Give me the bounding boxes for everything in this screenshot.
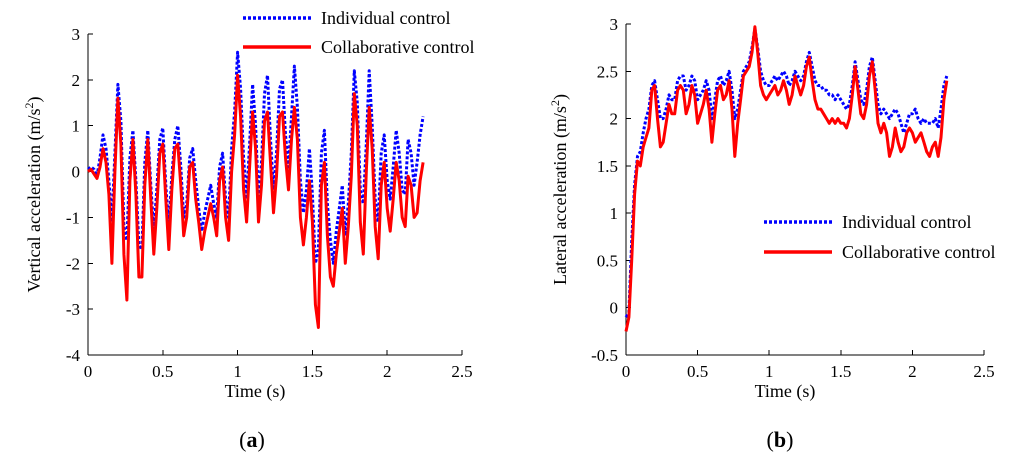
x-tick-label: 2 (383, 362, 392, 381)
y-tick-label: -1 (66, 208, 80, 227)
panel-label: (b) (767, 427, 794, 452)
series-individual-control-line (624, 27, 949, 318)
legend-label: Individual control (321, 8, 450, 28)
y-tick-label: 2 (72, 71, 81, 90)
x-axis-title: Time (s) (755, 381, 816, 402)
y-axis-title: Lateral acceleration (m/s2) (548, 94, 571, 285)
y-axis-title: Vertical acceleration (m/s2) (22, 97, 45, 293)
y-tick-label: 3 (72, 25, 81, 44)
x-tick-label: 0 (622, 362, 631, 381)
y-tick-label: 1 (610, 204, 619, 223)
y-tick-label: -3 (66, 300, 80, 319)
y-tick-label: 0 (72, 163, 81, 182)
x-tick-label: 0 (84, 362, 93, 381)
series-collaborative-control-line (87, 73, 425, 329)
y-tick-label: 0 (610, 299, 619, 318)
y-tick-label: 1 (72, 117, 81, 136)
y-tick-label: 2 (610, 110, 619, 129)
x-tick-label: 1.5 (830, 362, 851, 381)
series-collaborative-control-line (624, 25, 949, 332)
y-tick-label: -4 (66, 346, 81, 365)
y-tick-label: 2.5 (597, 62, 618, 81)
x-tick-label: 2.5 (973, 362, 994, 381)
x-tick-label: 0.5 (152, 362, 173, 381)
x-tick-label: 0.5 (687, 362, 708, 381)
x-tick-label: 1 (233, 362, 242, 381)
legend-label: Collaborative control (321, 37, 474, 57)
x-tick-label: 1 (765, 362, 774, 381)
x-axis-title: Time (s) (225, 381, 286, 402)
x-tick-label: 1.5 (302, 362, 323, 381)
y-tick-label: 3 (610, 15, 619, 34)
chart-vertical-acceleration: 0 0.5 1 1.5 2 2.5 -4 -3 -2 -1 0 1 2 3 Time (s) Vertical… (22, 8, 474, 452)
y-tick-label: -2 (66, 254, 80, 273)
legend-label: Individual control (842, 212, 971, 232)
y-tick-label: -0.5 (591, 346, 618, 365)
x-tick-label: 2 (908, 362, 917, 381)
panel-label: (a) (239, 427, 265, 452)
y-tick-label: 1.5 (597, 157, 618, 176)
y-tick-label: 0.5 (597, 251, 618, 270)
x-tick-label: 2.5 (451, 362, 472, 381)
legend-label: Collaborative control (842, 242, 995, 262)
